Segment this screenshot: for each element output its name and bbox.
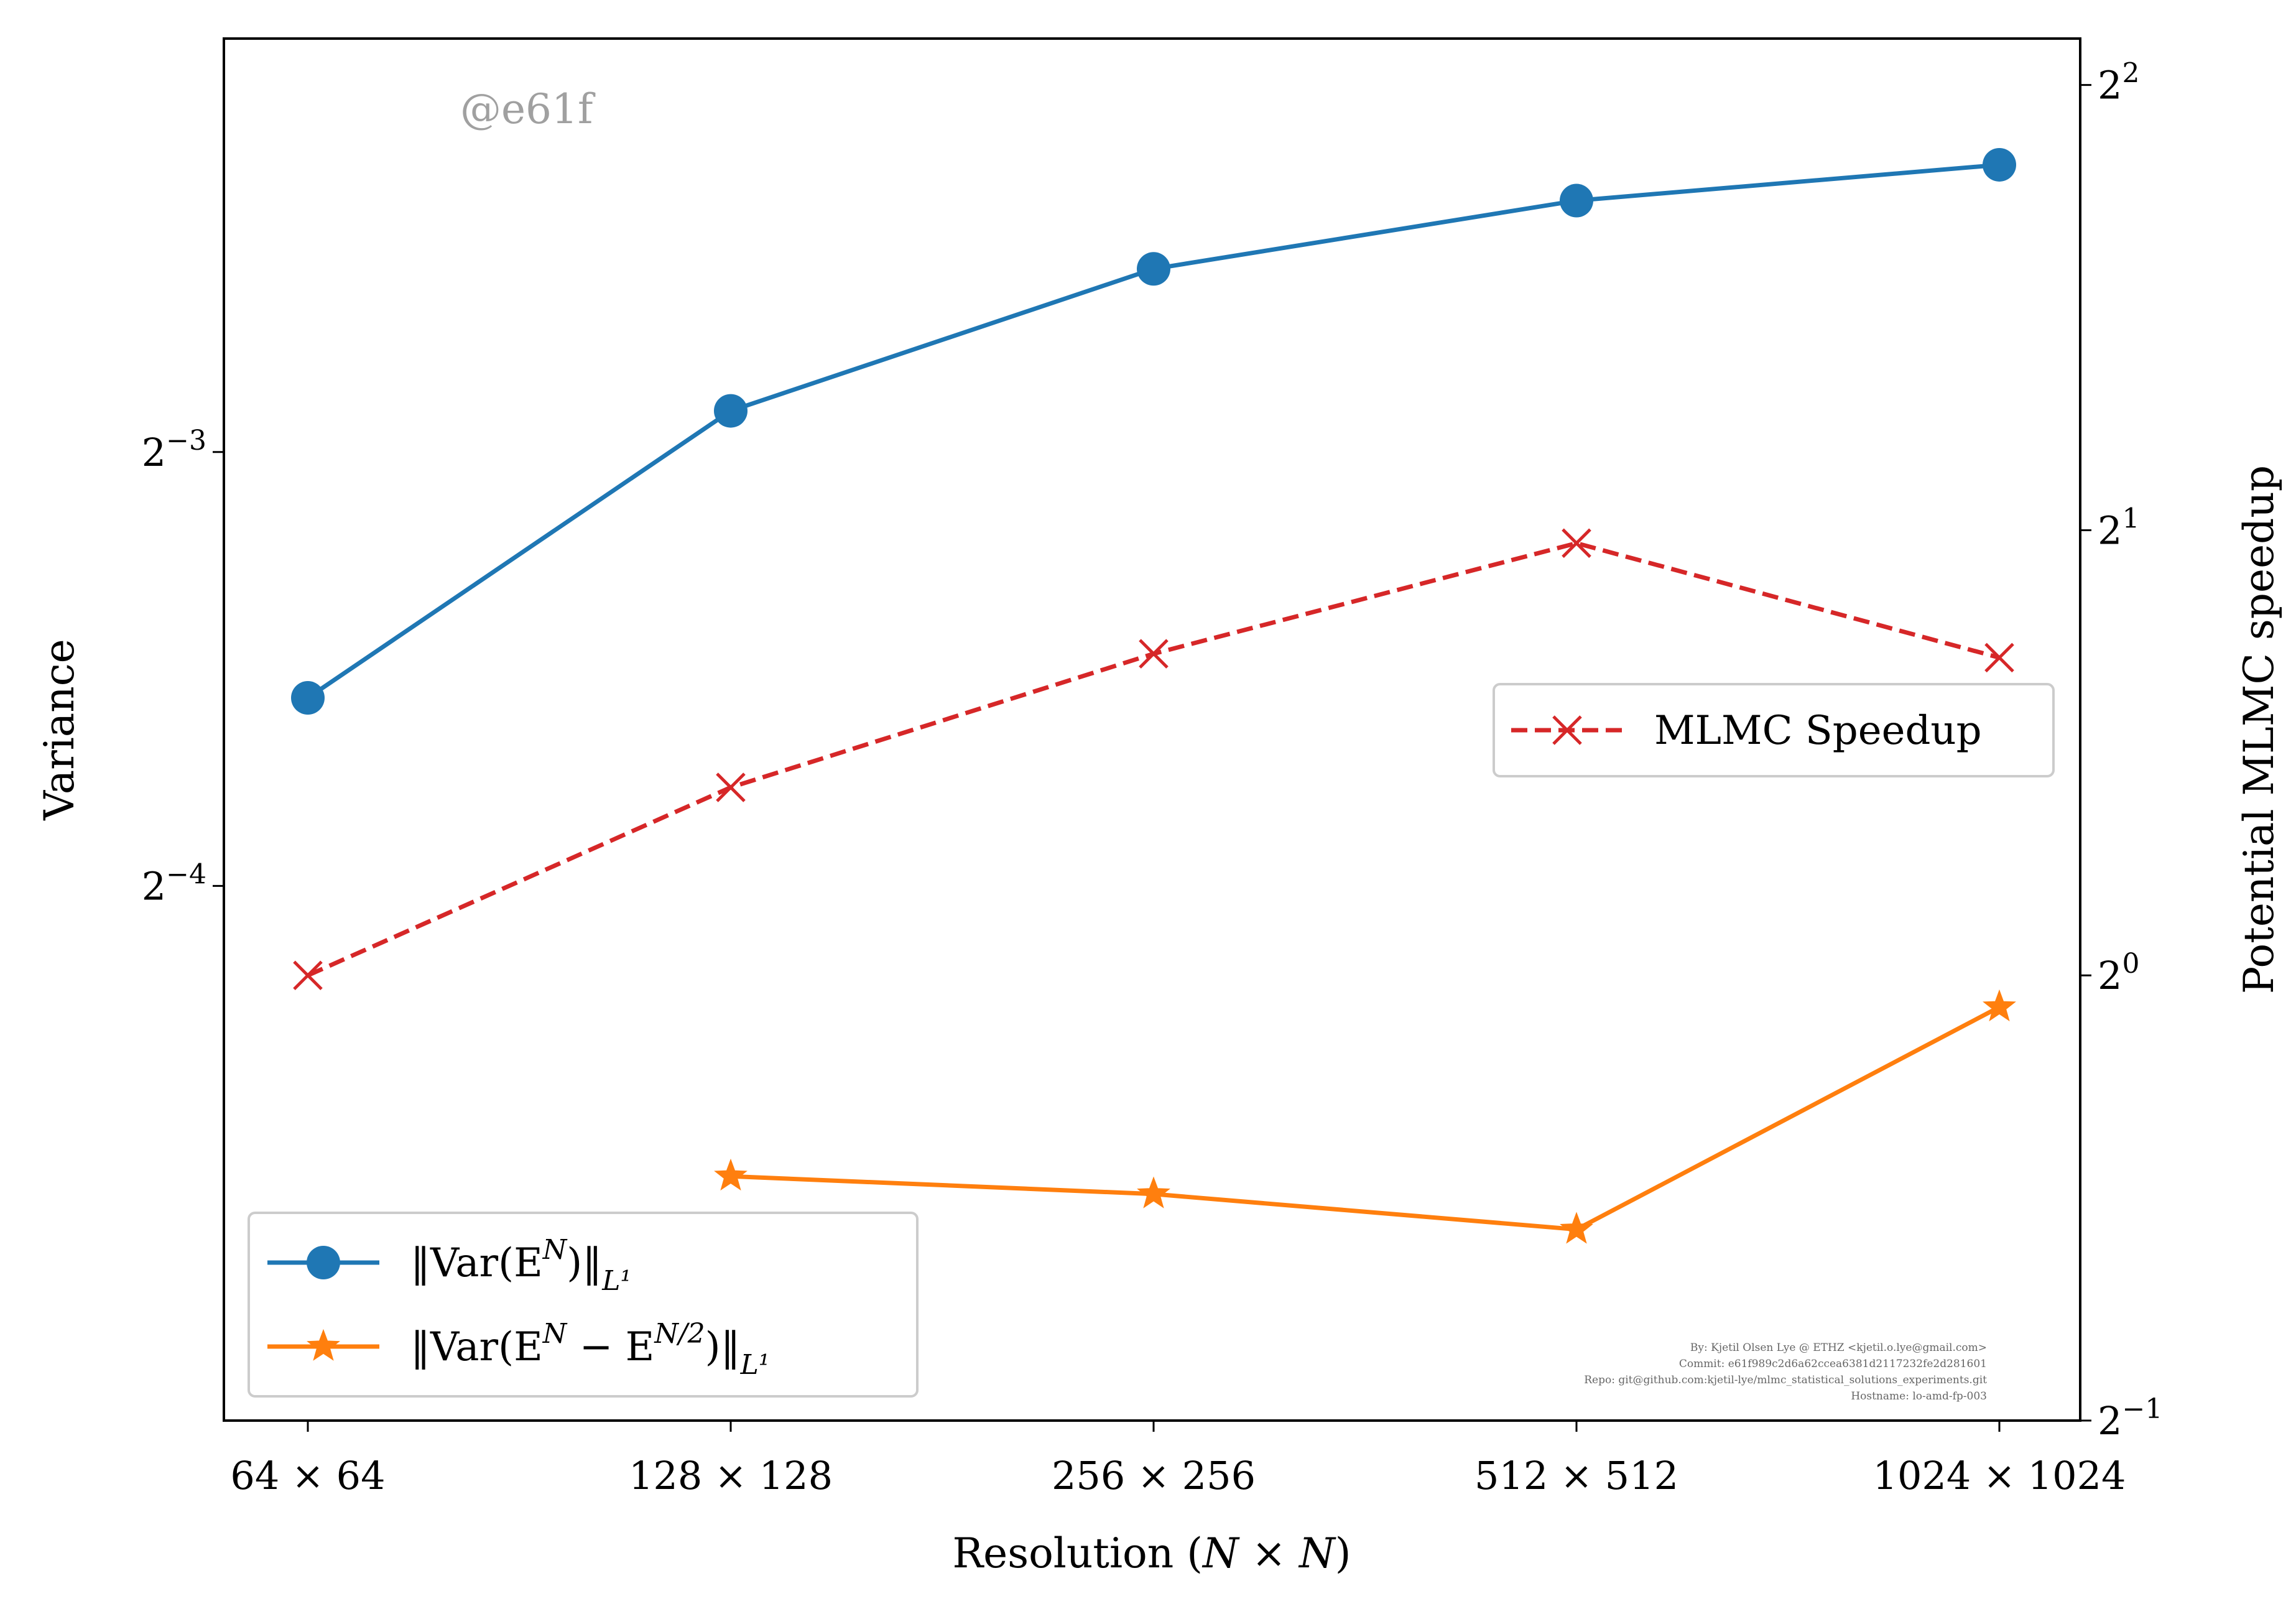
footer-line: By: Kjetil Olsen Lye @ ETHZ <kjetil.o.ly… [1690, 1342, 1987, 1354]
legend-frame [248, 1212, 919, 1398]
series-3 [293, 528, 2014, 990]
data-point [1137, 1176, 1170, 1208]
legend-marker [307, 1329, 340, 1361]
footer-line: Commit: e61f989c2d6a62ccea6381d2117232fe… [1679, 1358, 1987, 1370]
y-right-tick-label: 22 [2098, 58, 2139, 108]
footer-credits: By: Kjetil Olsen Lye @ ETHZ <kjetil.o.ly… [1584, 1342, 1987, 1403]
legend-label: ‖Var(EN − EN/2)‖L¹ [410, 1318, 769, 1381]
data-point [1137, 252, 1170, 286]
data-point [714, 1158, 748, 1191]
y-axis-left-ticks: 2−3 2−4 [142, 425, 224, 909]
x-tick-label: 256 × 256 [1052, 1453, 1256, 1498]
series-1 [291, 147, 2016, 715]
y-axis-left-label: Variance [35, 639, 83, 821]
x-axis-label: Resolution (N × N) [952, 1529, 1351, 1577]
y-right-tick-label: 21 [2098, 503, 2139, 553]
data-point [1983, 989, 2016, 1022]
legend-label: ‖Var(EN)‖L¹ [410, 1234, 631, 1297]
legend-frame [1493, 683, 2055, 777]
series-layer [291, 147, 2016, 1244]
data-point [1139, 639, 1169, 669]
y-right-tick-label: 2−1 [2098, 1393, 2162, 1444]
y-left-tick-label: 2−3 [142, 425, 206, 475]
data-point [1984, 642, 2014, 673]
y-right-tick-label: 20 [2098, 948, 2139, 998]
series-line [730, 1005, 2001, 1232]
series-line [307, 162, 2000, 700]
series-2 [714, 989, 2016, 1244]
footer-line: Hostname: lo-amd-fp-003 [1851, 1390, 1987, 1403]
legend-entry: ‖Var(EN)‖L¹ [267, 1234, 631, 1297]
y-axis-right-label: Potential MLMC speedup [2235, 465, 2283, 994]
x-tick-label: 1024 × 1024 [1873, 1453, 2126, 1498]
legend-left: ‖Var(EN)‖L¹ ‖Var(EN − EN/2)‖L¹ [248, 1212, 919, 1398]
x-axis-ticks: 64 × 64 128 × 128 256 × 256 512 × 512 1024 ×… [230, 1421, 2126, 1498]
data-point [716, 772, 746, 802]
watermark: @e61f [460, 85, 596, 133]
x-tick-label: 128 × 128 [629, 1453, 833, 1498]
legend-marker [1552, 715, 1582, 745]
legend-entry: ‖Var(EN − EN/2)‖L¹ [267, 1318, 769, 1381]
data-point [293, 960, 323, 990]
legend-marker [307, 1246, 340, 1279]
legend-entry: MLMC Speedup [1511, 708, 1982, 754]
legend-label: MLMC Speedup [1654, 708, 1982, 754]
data-point [1560, 183, 1593, 218]
y-left-tick-label: 2−4 [142, 858, 206, 909]
footer-line: Repo: git@github.com:kjetil-lye/mlmc_sta… [1584, 1374, 1987, 1386]
x-tick-label: 64 × 64 [230, 1453, 385, 1498]
data-point [1562, 528, 1591, 559]
plot-frame [223, 37, 2081, 1422]
data-point [1560, 1212, 1593, 1244]
data-point [291, 681, 325, 715]
legend-right: MLMC Speedup [1493, 683, 2055, 777]
x-tick-label: 512 × 512 [1474, 1453, 1678, 1498]
data-point [1983, 147, 2016, 182]
data-point [714, 394, 748, 428]
y-axis-right-ticks: 22 21 20 2−1 [2080, 58, 2162, 1444]
